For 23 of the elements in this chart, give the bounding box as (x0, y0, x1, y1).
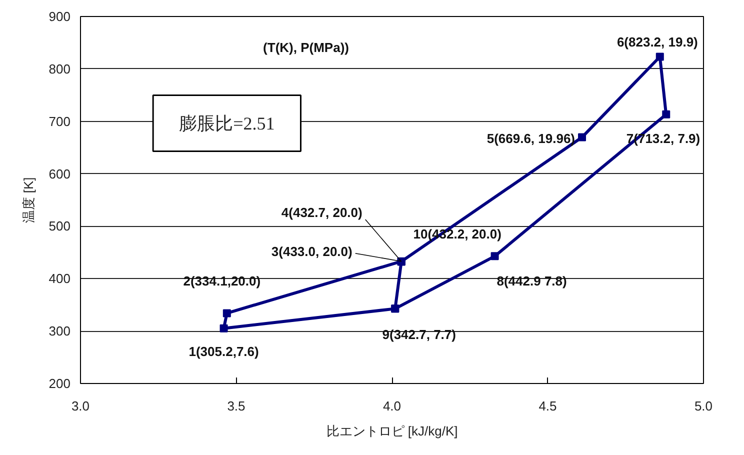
data-label: 6(823.2, 19.9) (616, 34, 698, 50)
x-tick-label: 3.0 (71, 398, 90, 414)
y-tick-label: 300 (48, 324, 71, 339)
x-tick-label: 4.0 (382, 398, 402, 414)
data-label: 4(432.7, 20.0) (281, 205, 362, 220)
annotation: 膨脹比=2.51 (179, 113, 275, 134)
x-tick-label: 3.5 (227, 398, 246, 414)
y-tick-label: 200 (48, 376, 71, 391)
y-tick-label: 600 (48, 166, 71, 182)
data-label: 3(433.0, 20.0) (271, 244, 352, 259)
y-axis-title: 温度 [K] (20, 177, 36, 223)
x-tick-label: 4.5 (538, 398, 557, 414)
y-tick-label: 900 (48, 9, 71, 24)
data-label: 5(669.6, 19.96) (486, 130, 576, 146)
x-tick-label: 5.0 (694, 398, 713, 414)
annotation: (T(K), P(MPa)) (263, 40, 349, 55)
x-axis-title: 比エントロピ [kJ/kg/K] (326, 424, 458, 438)
data-label: 1(305.2,7.6) (188, 344, 259, 359)
y-tick-label: 500 (48, 218, 71, 234)
y-tick-label: 700 (48, 114, 71, 129)
y-tick-label: 800 (48, 61, 71, 76)
y-tick-label: 400 (48, 271, 71, 286)
data-label: 9(342.7, 7.7) (382, 327, 456, 342)
